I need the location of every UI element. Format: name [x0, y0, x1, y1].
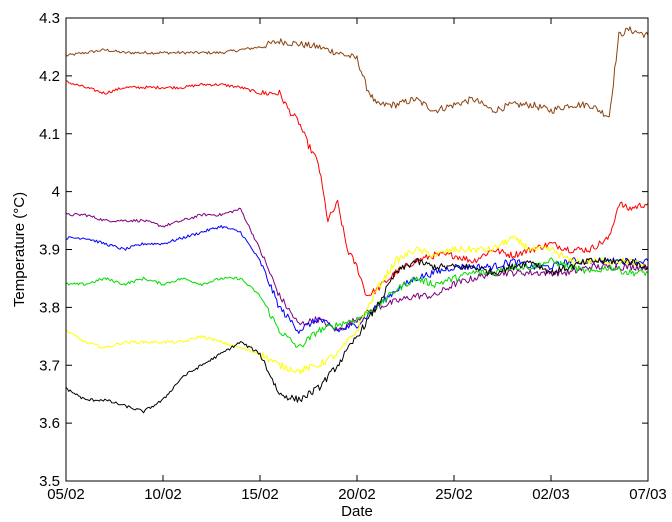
series-line-1 — [65, 26, 649, 118]
series-line-2 — [65, 80, 649, 297]
y-tick-label: 4.1 — [39, 126, 60, 143]
y-tick-label: 3.9 — [39, 242, 60, 259]
y-tick-label: 3.8 — [39, 299, 60, 316]
y-tick-label: 3.6 — [39, 415, 60, 432]
series-line-5 — [65, 257, 649, 348]
y-tick-label: 4.3 — [39, 10, 60, 27]
y-axis-label: Temperature (°C) — [11, 192, 28, 307]
series-line-4 — [65, 225, 649, 334]
x-tick-label: 02/03 — [532, 486, 570, 503]
x-tick-label: 15/02 — [241, 486, 279, 503]
series-line-6 — [65, 235, 649, 375]
series-layer — [65, 26, 649, 414]
x-tick-label: 25/02 — [435, 486, 473, 503]
y-tick-label: 4 — [52, 184, 60, 201]
y-tick-label: 3.5 — [39, 473, 60, 490]
y-tick-label: 4.2 — [39, 68, 60, 85]
x-tick-label: 20/02 — [338, 486, 376, 503]
series-line-7 — [65, 257, 649, 414]
ticks-layer: 3.5 3.6 3.7 3.8 3.9 4 4.1 4.2 4.3 05/02 10/02 15/02… — [39, 10, 667, 503]
y-tick-label: 3.7 — [39, 357, 60, 374]
x-tick-label: 07/03 — [629, 486, 667, 503]
x-axis-label: Date — [341, 503, 373, 520]
x-tick-label: 05/02 — [47, 486, 85, 503]
x-tick-label: 10/02 — [144, 486, 182, 503]
